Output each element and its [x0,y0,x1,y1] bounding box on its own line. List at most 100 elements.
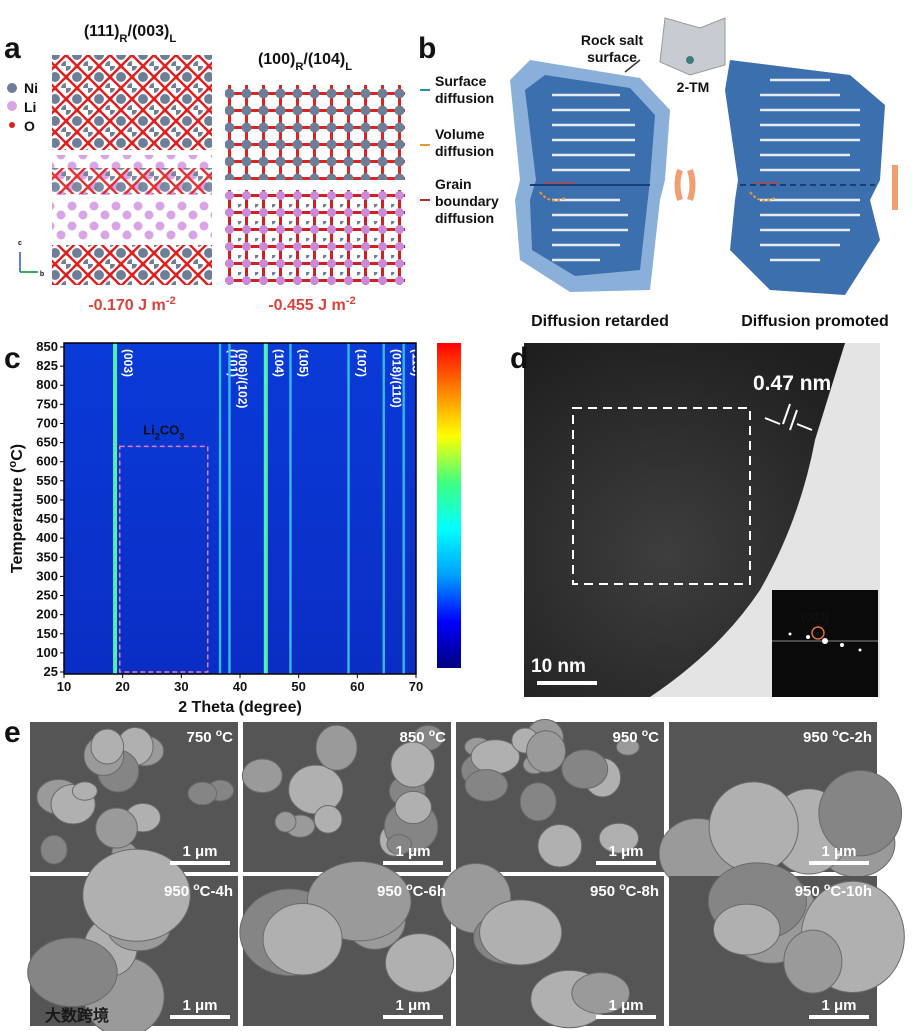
condition-label-part: C [435,729,446,746]
condition-label-part: C [222,729,233,746]
mechanism-label: boundary [435,193,499,209]
diffraction-peak [263,343,268,674]
particle [708,781,799,873]
mechanism-label: diffusion [435,143,494,159]
condition-label-part: o [832,727,838,739]
scale-bar [383,861,443,865]
particle [526,730,567,773]
condition-label-part: o [429,727,435,739]
condition-label: 950 oC [613,727,660,746]
panel-letter: c [4,342,21,375]
model-title: (111)R/(003)L [84,23,176,45]
y-tick-label: 550 [36,473,58,488]
particle [783,929,843,994]
condition-label-part: 850 [400,729,429,746]
model-title-part: L [345,61,352,73]
watermark: 大数跨境 [45,1006,109,1025]
panel-b-grains [420,17,898,295]
y-tick-label: 750 [36,396,58,411]
legend-label: O [24,118,35,134]
peak-label: (018)/(110) [390,349,404,408]
surface-energy: -0.455 J m-2 [268,295,355,314]
y-tick-label: 300 [36,568,58,583]
caption: Diffusion retarded [531,313,669,330]
y-tick-label: 500 [36,492,58,507]
particle [598,822,640,854]
particle [561,749,609,789]
condition-label-part: C [648,729,659,746]
scale-bar-label: 1 μm [182,843,217,860]
surface-energy: -0.170 J m-2 [88,295,175,314]
y-tick-label: 350 [36,549,58,564]
colorbar [437,343,461,668]
region-label-part: 2 [155,431,160,441]
mechanism-label: Volume [435,126,485,142]
particle [386,834,412,855]
surface-energy-part: -0.455 J m [268,297,345,314]
lattice-spacing: 0.47 nm [753,372,831,395]
mechanism-label: diffusion [435,210,494,226]
condition-label-part: C-10h [830,883,872,900]
condition-label: 750 oC [187,727,234,746]
particle [82,848,191,942]
diffraction-peak [347,343,350,674]
mechanism-label: Surface [435,73,487,89]
particle [464,769,509,802]
particle [479,899,563,966]
diffraction-peak [228,343,231,674]
condition-label-part: 950 [803,729,832,746]
y-tick-label: 825 [36,358,58,373]
x-tick-label: 50 [291,679,305,694]
callout: Rock salt [581,32,644,48]
condition-label: 850 oC [400,727,447,746]
scale-bar [596,1015,656,1019]
peak-label: (105) [296,349,310,377]
particle [818,770,903,857]
scale-bar-label: 1 μm [821,843,856,860]
peak-label: (006)/(102) [235,349,249,408]
particle [274,811,297,833]
condition-label: 950 oC-10h [795,881,872,900]
scale-bar [383,1015,443,1019]
region-label-part: Li [143,422,155,437]
y-tick-label: 850 [36,339,58,354]
x-tick-label: 40 [233,679,247,694]
particle [537,823,583,868]
mechanism-label: Grain [435,176,472,192]
diffraction-peak [113,343,118,674]
diffraction-peak [382,343,385,674]
axis-label: b [40,271,44,278]
scale-bar-label: 10 nm [531,656,586,677]
particle [262,902,343,976]
condition-label: 950 oC-8h [590,881,659,900]
region-label-part: 3 [179,431,184,441]
model-title-part: L [169,33,176,45]
diffraction-peak [289,343,292,674]
y-tick-label: 250 [36,588,58,603]
y-tick-label: 100 [36,645,58,660]
peak-label: (107) [355,349,369,377]
panel-letter: a [4,32,21,65]
particle [40,834,68,865]
particle [187,781,218,806]
scale-bar [170,1015,230,1019]
particle [712,903,781,956]
surface-energy-part: -2 [346,295,356,307]
condition-label-part: C-4h [200,883,233,900]
condition-label-part: 950 [590,883,619,900]
panel-d-tem [524,343,880,697]
scale-bar-label: 1 μm [395,997,430,1014]
condition-label-part: 950 [377,883,406,900]
particle [71,781,98,801]
particle [95,807,138,849]
x-axis-label: 2 Theta (degree) [178,699,302,716]
panel-letter: d [510,342,528,375]
particle [615,738,640,756]
model-title-part: R [119,33,127,45]
particle [571,972,630,1015]
condition-label-part: C-8h [626,883,659,900]
legend-label: Ni [24,80,38,96]
particle [313,805,343,834]
scale-bar-label: 1 μm [608,843,643,860]
